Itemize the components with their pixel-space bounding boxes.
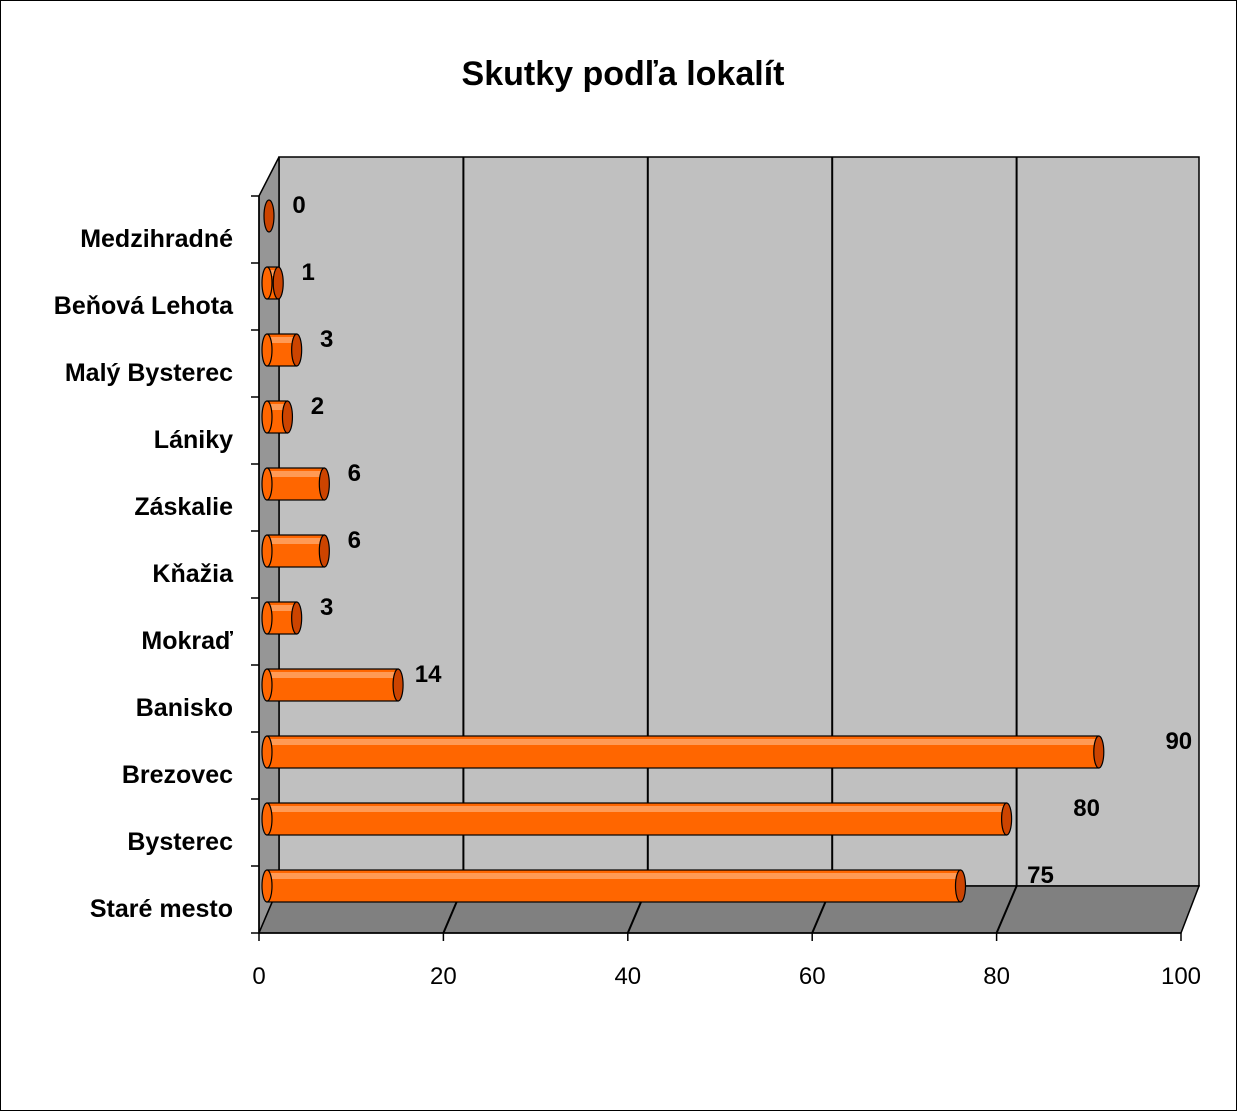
data-label: 6 [348, 460, 361, 487]
bar-start-cap [261, 467, 273, 501]
bar-start-cap [261, 735, 273, 769]
data-label: 3 [320, 594, 333, 621]
x-tick-label: 80 [983, 963, 1010, 990]
x-tick-label: 20 [430, 963, 457, 990]
data-labels: 0 1 3 2 6 6 3 14 90 80 75 [292, 192, 1192, 889]
bar-highlight [267, 739, 1099, 745]
bar-end-cap [1093, 735, 1105, 769]
data-label: 2 [311, 393, 324, 420]
bar-highlight [267, 806, 1007, 812]
category-label: Lániky [154, 426, 233, 454]
category-label: Bysterec [127, 828, 233, 856]
category-label: Banisko [136, 694, 233, 722]
bar-highlight [267, 404, 288, 410]
category-label: Beňová Lehota [54, 292, 234, 320]
bar [261, 869, 967, 903]
category-label: Mokraď [141, 627, 233, 655]
bar-start-cap [261, 869, 273, 903]
bar-end-cap [272, 266, 284, 300]
x-tick-label: 40 [614, 963, 641, 990]
bar-end-cap [291, 333, 303, 367]
category-label: Medzihradné [80, 225, 233, 253]
bar-start-cap [261, 802, 273, 836]
category-label: Kňažia [152, 560, 234, 588]
bar [261, 534, 330, 568]
bar-highlight [267, 538, 325, 544]
category-label: Staré mesto [90, 895, 233, 923]
bar-end-cap [291, 601, 303, 635]
bar-highlight [267, 337, 297, 343]
data-label: 80 [1073, 795, 1100, 822]
x-tick-label: 100 [1161, 963, 1201, 990]
bar-highlight [267, 672, 399, 678]
bar-start-cap [261, 400, 273, 434]
bar-start-cap [261, 601, 273, 635]
data-label: 6 [348, 527, 361, 554]
x-tick-label: 60 [799, 963, 826, 990]
bar-end-cap [281, 400, 294, 434]
data-label: 1 [302, 259, 315, 286]
chart-title: Skutky podľa lokalít [462, 55, 785, 93]
bar-start-cap [261, 266, 273, 300]
bar-highlight [267, 270, 279, 276]
data-label: 0 [292, 192, 305, 219]
category-label: Brezovec [122, 761, 233, 789]
bar-start-cap [261, 534, 273, 568]
bar [263, 199, 275, 233]
bar [261, 735, 1105, 769]
bar-end-cap [318, 467, 330, 501]
bar-start-cap [261, 668, 273, 702]
bar [261, 400, 294, 434]
bar [261, 668, 404, 702]
bar [261, 601, 303, 635]
category-axis: Medzihradné Beňová Lehota Malý Bysterec Lán… [54, 195, 260, 934]
bar-highlight [267, 873, 961, 879]
data-label: 75 [1027, 862, 1054, 889]
bar-highlight [267, 471, 325, 477]
bar-end-cap [954, 869, 967, 903]
data-label: 90 [1165, 728, 1192, 755]
bar-end-cap [392, 668, 404, 702]
data-label: 14 [415, 661, 442, 688]
bars [261, 199, 1105, 903]
bar [261, 467, 330, 501]
bar-end-cap [263, 199, 275, 233]
floor-gridline [995, 885, 1018, 934]
x-axis: 0 20 40 60 80 100 [252, 932, 1201, 990]
x-tick-label: 0 [252, 963, 265, 990]
bar-end-cap [318, 534, 330, 568]
chart-back-wall [278, 156, 1200, 887]
category-label: Malý Bysterec [65, 359, 233, 387]
data-label: 3 [320, 326, 333, 353]
category-label: Záskalie [134, 493, 233, 521]
bar [261, 266, 284, 300]
bar-end-cap [1000, 802, 1013, 836]
bar-start-cap [261, 333, 273, 367]
bar-highlight [267, 605, 297, 611]
bar [261, 333, 303, 367]
bar [261, 802, 1013, 836]
